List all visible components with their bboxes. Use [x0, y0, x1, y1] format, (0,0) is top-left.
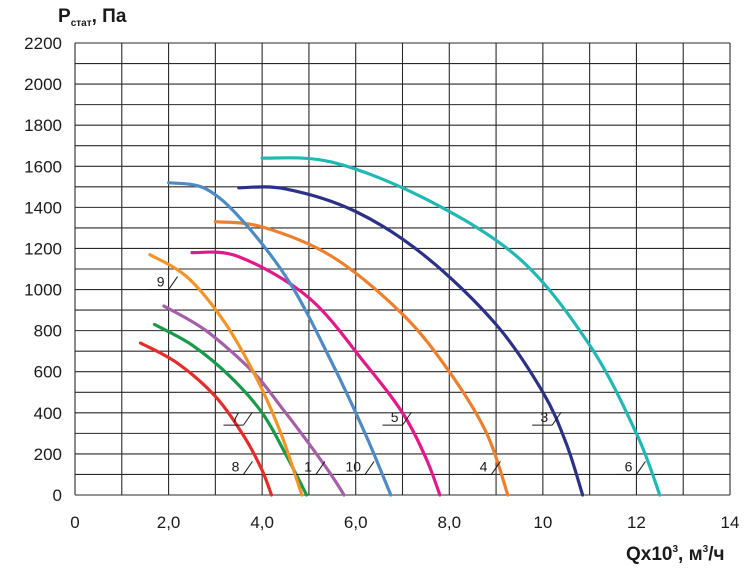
x-tick-label: 14	[721, 513, 740, 532]
y-tick-label: 1200	[24, 239, 62, 258]
curve-label-3: 3	[540, 409, 548, 425]
x-tick-label: 10	[533, 513, 552, 532]
y-tick-label: 1400	[24, 198, 62, 217]
curve-label-6: 6	[625, 458, 633, 474]
y-tick-label: 1000	[24, 281, 62, 300]
curve-label-leader	[636, 461, 646, 475]
y-tick-label: 1800	[24, 116, 62, 135]
curve-label-7: 7	[232, 409, 240, 425]
x-tick-label: 4,0	[250, 513, 274, 532]
x-axis-title-suffix: /ч	[708, 544, 724, 565]
curve-6	[260, 156, 662, 497]
curve-label-leader	[490, 461, 501, 475]
curve-8	[138, 341, 274, 497]
curve-labels: 1 3 4 5 6 7 8 9 10	[148, 274, 646, 475]
y-axis-title-suffix: , Па	[92, 6, 127, 27]
curve-label-8: 8	[232, 458, 240, 474]
y-tick-label: 2000	[24, 75, 62, 94]
x-tick-label: 12	[627, 513, 646, 532]
x-tick-label: 2,0	[157, 513, 181, 532]
x-axis-title-sup2: 3	[703, 544, 709, 555]
curve-label-5: 5	[391, 409, 399, 425]
x-tick-label: 8,0	[437, 513, 461, 532]
y-tick-label: 2200	[24, 34, 62, 53]
x-axis-ticks: 0 2,0 4,0 6,0 8,0 10 12 14	[70, 513, 739, 532]
y-tick-label: 0	[53, 486, 62, 505]
curve-3	[237, 185, 585, 497]
curve-label-leader	[315, 461, 326, 475]
y-axis-title: Pстат, Па	[58, 6, 127, 29]
x-tick-label: 6,0	[344, 513, 368, 532]
y-tick-label: 400	[34, 404, 62, 423]
curve-10	[167, 181, 393, 497]
y-tick-label: 200	[34, 445, 62, 464]
curve-label-leader	[364, 461, 375, 475]
y-axis-title-sub: стат	[71, 18, 92, 29]
x-axis-title-sup1: 3	[672, 544, 678, 555]
curve-label-9: 9	[157, 274, 165, 290]
y-axis-title-main: P	[58, 6, 71, 27]
curve-label-leader	[243, 461, 253, 475]
curve-label-4: 4	[480, 458, 488, 474]
y-tick-label: 1600	[24, 157, 62, 176]
curve-label-leader	[168, 276, 178, 290]
curve-label-leader	[402, 411, 412, 426]
curve-5	[190, 250, 442, 497]
x-axis-title-mid: , м	[678, 544, 703, 565]
curve-1	[162, 304, 346, 497]
y-tick-label: 600	[34, 363, 62, 382]
curve-9	[148, 253, 304, 497]
curve-7	[152, 322, 309, 497]
curve-label-leader	[551, 411, 562, 426]
x-tick-label: 0	[70, 513, 79, 532]
curve-4	[213, 220, 510, 497]
y-tick-label: 800	[34, 322, 62, 341]
curves	[138, 156, 662, 497]
curve-label-10: 10	[345, 458, 361, 474]
curve-label-leader	[243, 411, 253, 426]
x-axis-title: Qx103, м3/ч	[626, 544, 725, 565]
curve-label-1: 1	[304, 458, 312, 474]
y-axis-ticks: 0 200 400 600 800 1000 1200 1400 1600 1800 2000 220…	[24, 34, 62, 505]
x-axis-title-main: Qx10	[626, 544, 672, 565]
grid	[74, 42, 731, 496]
